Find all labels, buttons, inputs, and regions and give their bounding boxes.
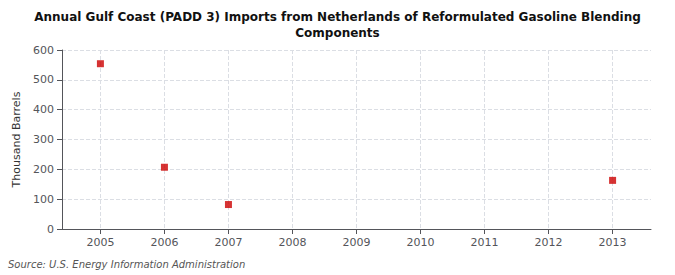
svg-text:2005: 2005 — [86, 236, 114, 249]
svg-text:Source: U.S. Energy Informatio: Source: U.S. Energy Information Administ… — [8, 259, 245, 270]
svg-text:2012: 2012 — [535, 236, 563, 249]
svg-text:Annual Gulf Coast (PADD 3) Imp: Annual Gulf Coast (PADD 3) Imports from … — [34, 10, 641, 24]
svg-text:2013: 2013 — [599, 236, 627, 249]
svg-text:2007: 2007 — [214, 236, 242, 249]
svg-text:600: 600 — [33, 44, 54, 57]
svg-text:500: 500 — [33, 73, 54, 86]
svg-text:2009: 2009 — [343, 236, 371, 249]
svg-text:0: 0 — [47, 223, 54, 236]
svg-text:2011: 2011 — [471, 236, 499, 249]
svg-text:200: 200 — [33, 163, 54, 176]
svg-text:300: 300 — [33, 133, 54, 146]
svg-text:2006: 2006 — [150, 236, 178, 249]
svg-text:2008: 2008 — [278, 236, 306, 249]
svg-text:100: 100 — [33, 193, 54, 206]
svg-text:Components: Components — [295, 26, 380, 40]
svg-text:2010: 2010 — [407, 236, 435, 249]
svg-text:Thousand Barrels: Thousand Barrels — [10, 91, 23, 188]
svg-text:400: 400 — [33, 103, 54, 116]
